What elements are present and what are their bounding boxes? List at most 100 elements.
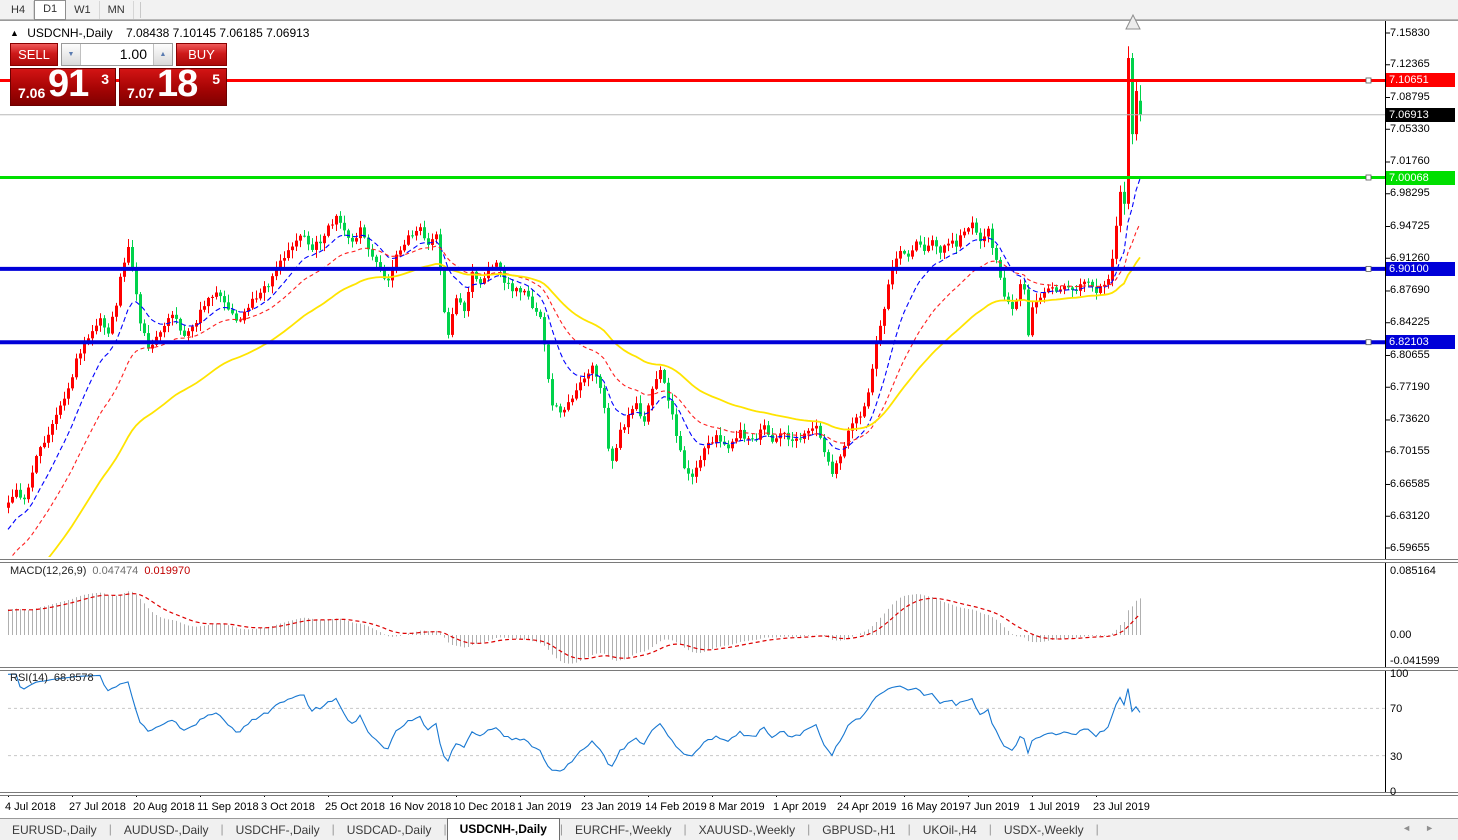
y-axis-label: 7.12365 [1390, 58, 1430, 71]
tab-separator: | [807, 822, 811, 836]
y-axis-label: 6.80655 [1390, 348, 1430, 361]
x-axis-label: 1 Jul 2019 [1029, 801, 1080, 813]
y-axis-label: 6.98295 [1390, 187, 1430, 200]
x-axis-label: 3 Oct 2018 [261, 801, 315, 813]
y-axis-label: 6.66585 [1390, 477, 1430, 490]
y-axis-label: 6.84225 [1390, 316, 1430, 329]
y-axis-label: 6.59655 [1390, 541, 1430, 554]
x-axis-label: 10 Dec 2018 [453, 801, 516, 813]
rsi-axis-label: 100 [1390, 668, 1409, 680]
tab-usdcad-daily[interactable]: USDCAD-,Daily [346, 823, 432, 837]
macd-axis-label: 0.085164 [1390, 565, 1436, 577]
chart-title: ▲ USDCNH-,Daily 7.08438 7.10145 7.06185 … [10, 26, 309, 40]
chart-window [0, 20, 1458, 819]
y-axis-label: 6.94725 [1390, 219, 1430, 232]
x-axis-label: 20 Aug 2018 [133, 801, 195, 813]
chart-tab-bar: EURUSD-,Daily | AUDUSD-,Daily | USDCHF-,Dail… [0, 818, 1458, 840]
tab-scroll-right-icon[interactable]: ► [1425, 823, 1448, 833]
bid-price-prefix: 7.06 [18, 85, 46, 101]
rsi-name: RSI(14) [10, 672, 48, 684]
tab-separator: | [331, 822, 335, 836]
tab-scroll-arrows: ◄► [1402, 823, 1448, 833]
current-price-chip: 7.06913 [1386, 107, 1455, 122]
x-axis-label: 1 Jan 2019 [517, 801, 572, 813]
volume-stepper: ▼ 1.00 ▲ [61, 43, 173, 66]
x-axis-label: 27 Jul 2018 [69, 801, 126, 813]
sell-button[interactable]: SELL [10, 43, 58, 66]
y-axis-label: 7.15830 [1390, 26, 1430, 39]
tab-usdcnh-daily[interactable]: USDCNH-,Daily [446, 818, 560, 840]
timeframe-button-h4[interactable]: H4 [3, 0, 35, 19]
collapse-arrow-icon[interactable]: ▲ [10, 28, 19, 38]
tab-usdchf-daily[interactable]: USDCHF-,Daily [235, 823, 320, 837]
ask-price-sup: 5 [212, 71, 220, 87]
ask-price-big: 18 [157, 63, 198, 105]
macd-label: MACD(12,26,9) 0.047474 0.019970 [10, 565, 190, 577]
x-axis-label: 23 Jul 2019 [1093, 801, 1150, 813]
bid-price-big: 91 [48, 63, 89, 105]
y-axis-label: 6.91260 [1390, 251, 1430, 264]
y-axis-label: 7.01760 [1390, 155, 1430, 168]
tab-separator: | [907, 822, 911, 836]
tab-separator: | [988, 822, 992, 836]
x-axis-label: 25 Oct 2018 [325, 801, 385, 813]
x-axis-label: 7 Jun 2019 [965, 801, 1020, 813]
rsi-label: RSI(14) 68.8578 [10, 672, 94, 684]
bid-price-box[interactable]: 7.06 91 3 [10, 63, 116, 106]
ask-price-box[interactable]: 7.07 18 5 [119, 63, 227, 106]
one-click-trading-panel: SELL ▼ 1.00 ▲ BUY 7.06 91 3 7.07 18 5 [10, 43, 227, 106]
chart-symbol: USDCNH-,Daily [27, 26, 113, 40]
volume-up-icon[interactable]: ▲ [153, 44, 172, 65]
macd-signal-value: 0.019970 [144, 565, 191, 577]
volume-input[interactable]: 1.00 [119, 46, 147, 62]
rsi-axis-label: 0 [1390, 786, 1397, 798]
x-axis-label: 11 Sep 2018 [197, 801, 259, 813]
y-axis-label: 6.87690 [1390, 284, 1430, 297]
tab-usdx-weekly[interactable]: USDX-,Weekly [1003, 823, 1084, 837]
x-axis-label: 8 Mar 2019 [709, 801, 765, 813]
y-axis-label: 6.73620 [1390, 413, 1430, 426]
y-axis-label: 7.08795 [1390, 90, 1430, 103]
y-axis-label: 6.63120 [1390, 509, 1430, 522]
tab-eurusd-daily[interactable]: EURUSD-,Daily [12, 823, 97, 837]
price-level-chip[interactable]: 6.82103 [1386, 335, 1455, 350]
chart-ohlc-values: 7.08438 7.10145 7.06185 7.06913 [125, 26, 310, 40]
macd-panel-border[interactable] [0, 559, 1458, 563]
ask-price-prefix: 7.07 [127, 85, 155, 101]
tab-eurchf-weekly[interactable]: EURCHF-,Weekly [575, 823, 672, 837]
toolbar-separator [139, 1, 141, 18]
tab-gbpusd-h1[interactable]: GBPUSD-,H1 [822, 823, 896, 837]
x-axis-label: 23 Jan 2019 [581, 801, 642, 813]
tab-separator: | [559, 822, 564, 836]
rsi-value: 68.8578 [53, 672, 94, 684]
rsi-panel-border[interactable] [0, 667, 1458, 671]
tab-separator: | [108, 822, 112, 836]
price-level-chip[interactable]: 7.10651 [1386, 73, 1455, 88]
timeframe-button-mn[interactable]: MN [100, 0, 134, 19]
x-axis-label: 16 Nov 2018 [389, 801, 452, 813]
x-axis-label: 24 Apr 2019 [837, 801, 897, 813]
buy-button[interactable]: BUY [176, 43, 227, 66]
tab-audusd-daily[interactable]: AUDUSD-,Daily [123, 823, 209, 837]
macd-name: MACD(12,26,9) [10, 565, 87, 577]
x-axis-label: 4 Jul 2018 [5, 801, 56, 813]
tab-ukoil-h4[interactable]: UKOil-,H4 [922, 823, 977, 837]
tab-xauusd-weekly[interactable]: XAUUSD-,Weekly [698, 823, 796, 837]
time-axis-border [0, 792, 1458, 796]
timeframe-button-w1[interactable]: W1 [66, 0, 100, 19]
timeframe-toolbar: H4 D1 W1 MN [0, 0, 1458, 20]
macd-axis-label: 0.00 [1390, 629, 1412, 641]
tab-separator: | [220, 822, 224, 836]
timeframe-button-d1[interactable]: D1 [34, 0, 67, 20]
price-level-chip[interactable]: 7.00068 [1386, 170, 1455, 185]
x-axis-label: 14 Feb 2019 [645, 801, 707, 813]
tab-separator: | [683, 822, 687, 836]
y-axis-label: 7.05330 [1390, 122, 1430, 135]
rsi-axis-label: 30 [1390, 750, 1403, 763]
x-axis-label: 16 May 2019 [901, 801, 965, 813]
volume-down-icon[interactable]: ▼ [62, 44, 81, 65]
price-level-chip[interactable]: 6.90100 [1386, 261, 1455, 276]
tab-separator: | [1095, 822, 1099, 836]
macd-axis-label: -0.041599 [1390, 655, 1440, 667]
tab-scroll-left-icon[interactable]: ◄ [1402, 823, 1426, 833]
